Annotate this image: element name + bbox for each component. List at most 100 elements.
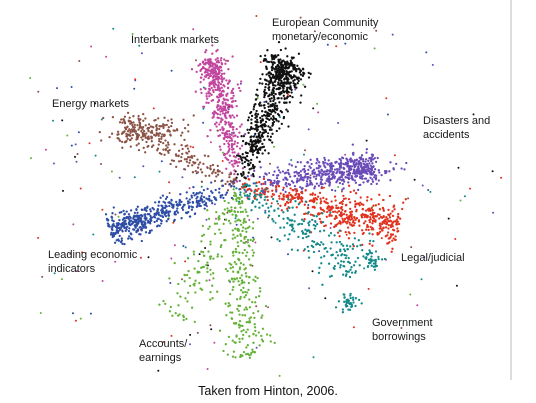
scatter-point <box>345 254 348 257</box>
scatter-point <box>253 323 256 326</box>
scatter-point <box>200 180 204 183</box>
scatter-point <box>322 160 325 164</box>
scatter-point <box>226 99 230 102</box>
scatter-point <box>338 168 341 171</box>
scatter-point <box>214 70 218 73</box>
scatter-point <box>387 208 390 212</box>
scatter-point <box>280 97 283 100</box>
scatter-point <box>152 36 155 39</box>
scatter-point <box>367 228 370 232</box>
scatter-point <box>144 124 147 127</box>
scatter-point <box>209 141 212 144</box>
scatter-point <box>365 151 368 154</box>
scatter-point <box>356 171 360 175</box>
scatter-point <box>182 318 185 322</box>
scatter-point <box>258 201 261 204</box>
scatter-point <box>183 158 187 161</box>
scatter-point <box>208 81 211 85</box>
scatter-point <box>265 79 268 82</box>
scatter-point <box>209 290 212 294</box>
scatter-point <box>138 232 141 236</box>
scatter-point <box>347 231 350 234</box>
scatter-point <box>211 297 214 300</box>
scatter-point <box>239 125 242 128</box>
scatter-point <box>241 167 245 170</box>
scatter-point <box>71 312 74 315</box>
scatter-point <box>334 224 337 228</box>
scatter-point <box>368 157 371 160</box>
scatter-point <box>243 160 247 164</box>
scatter-point <box>370 255 373 258</box>
scatter-point <box>226 269 229 273</box>
scatter-point <box>203 75 207 78</box>
scatter-point <box>235 199 238 203</box>
scatter-point <box>144 117 147 120</box>
scatter-point <box>242 171 245 175</box>
scatter-point <box>278 127 281 130</box>
scatter-point <box>257 310 260 313</box>
scatter-point <box>290 56 294 59</box>
scatter-point <box>343 248 346 251</box>
scatter-point <box>159 125 162 128</box>
scatter-point <box>313 193 317 196</box>
scatter-point <box>359 196 362 199</box>
scatter-point <box>368 262 371 265</box>
scatter-point <box>228 262 231 265</box>
scatter-point <box>379 215 383 219</box>
scatter-point <box>212 115 215 119</box>
scatter-point <box>290 88 293 92</box>
scatter-point <box>163 134 166 137</box>
scatter-point <box>187 150 191 153</box>
scatter-point <box>284 65 288 69</box>
scatter-point <box>41 275 44 278</box>
scatter-point <box>233 191 236 194</box>
scatter-point <box>250 209 253 212</box>
scatter-point <box>215 95 219 98</box>
scatter-point <box>202 162 205 166</box>
scatter-point <box>56 87 58 90</box>
scatter-point <box>362 181 365 184</box>
scatter-point <box>224 114 227 117</box>
scatter-point <box>226 136 229 139</box>
scatter-point <box>124 222 128 226</box>
scatter-point <box>170 118 173 121</box>
scatter-point <box>231 288 234 291</box>
scatter-point <box>290 164 294 167</box>
scatter-point <box>349 190 352 194</box>
scatter-point <box>158 137 161 141</box>
scatter-point <box>345 170 349 173</box>
scatter-point <box>239 82 242 85</box>
scatter-point <box>354 218 357 221</box>
scatter-point <box>350 174 354 178</box>
scatter-point <box>261 114 264 118</box>
scatter-point <box>231 151 234 154</box>
scatter-point <box>212 66 215 69</box>
scatter-point <box>205 68 208 71</box>
scatter-point <box>114 213 117 216</box>
scatter-point <box>247 178 250 181</box>
scatter-point <box>266 49 269 52</box>
scatter-point <box>195 59 197 62</box>
scatter-point <box>337 262 340 265</box>
scatter-point <box>349 207 352 211</box>
scatter-point <box>171 314 174 317</box>
scatter-point <box>341 221 344 224</box>
scatter-point <box>219 59 223 62</box>
scatter-point <box>164 302 167 306</box>
scatter-point <box>177 160 181 163</box>
scatter-point <box>371 222 374 225</box>
scatter-point <box>326 210 329 214</box>
scatter-point <box>274 70 277 73</box>
scatter-point <box>220 69 223 72</box>
scatter-point <box>193 267 196 270</box>
scatter-point <box>281 86 285 89</box>
scatter-point <box>213 123 217 126</box>
scatter-point <box>135 138 138 141</box>
scatter-point <box>347 270 350 273</box>
scatter-point <box>290 219 294 222</box>
scatter-point <box>288 191 291 195</box>
scatter-point <box>163 124 167 127</box>
scatter-point <box>275 65 278 68</box>
scatter-point <box>228 147 231 151</box>
scatter-point <box>44 148 47 151</box>
